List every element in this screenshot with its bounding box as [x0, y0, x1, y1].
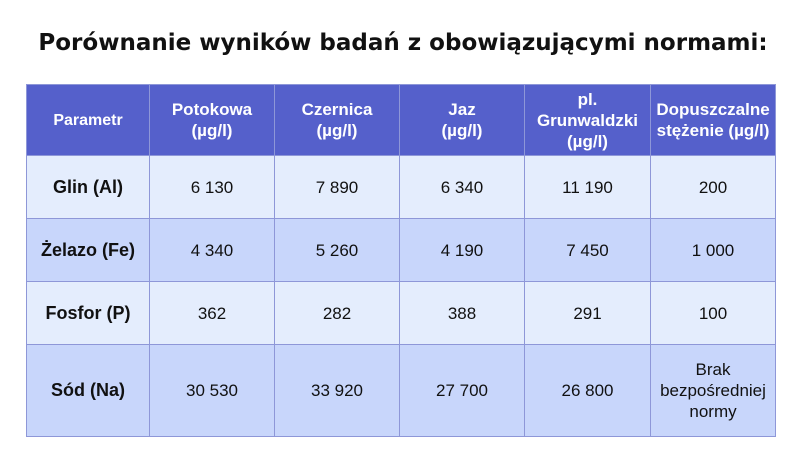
table-cell: 200 [650, 155, 776, 219]
header-pl-grunwaldzki: pl. Grunwaldzki (µg/l) [524, 84, 651, 156]
table-cell: 4 190 [399, 218, 525, 282]
table-cell: 27 700 [399, 344, 525, 437]
header-parametr: Parametr [26, 84, 150, 156]
table-header-row: Parametr Potokowa (µg/l) Czernica (µg/l)… [26, 84, 776, 156]
table-cell: 7 890 [274, 155, 400, 219]
row-parameter-cell: Sód (Na) [26, 344, 150, 437]
table-cell: 30 530 [149, 344, 275, 437]
table-cell: Brak bezpośredniej normy [650, 344, 776, 437]
table-cell: 7 450 [524, 218, 651, 282]
table-cell: 1 000 [650, 218, 776, 282]
table-cell: 388 [399, 281, 525, 345]
table-cell: 5 260 [274, 218, 400, 282]
table-cell: 33 920 [274, 344, 400, 437]
header-czernica: Czernica (µg/l) [274, 84, 400, 156]
table-cell: 11 190 [524, 155, 651, 219]
page-title: Porównanie wyników badań z obowiązującym… [38, 30, 768, 56]
row-parameter-cell: Fosfor (P) [26, 281, 150, 345]
header-potokowa: Potokowa (µg/l) [149, 84, 275, 156]
table-cell: 6 340 [399, 155, 525, 219]
table-cell: 100 [650, 281, 776, 345]
row-parameter-cell: Żelazo (Fe) [26, 218, 150, 282]
table-cell: 4 340 [149, 218, 275, 282]
table-row: Fosfor (P) 362 282 388 291 100 [26, 281, 776, 345]
table-cell: 362 [149, 281, 275, 345]
table-cell: 6 130 [149, 155, 275, 219]
comparison-table: Parametr Potokowa (µg/l) Czernica (µg/l)… [26, 84, 776, 437]
header-dopuszczalne-stezenie: Dopuszczalne stężenie (µg/l) [650, 84, 776, 156]
table-row: Żelazo (Fe) 4 340 5 260 4 190 7 450 1 00… [26, 218, 776, 282]
table-cell: 282 [274, 281, 400, 345]
table-row: Glin (Al) 6 130 7 890 6 340 11 190 200 [26, 155, 776, 219]
table-row: Sód (Na) 30 530 33 920 27 700 26 800 Bra… [26, 344, 776, 437]
row-parameter-cell: Glin (Al) [26, 155, 150, 219]
header-jaz: Jaz (µg/l) [399, 84, 525, 156]
table-cell: 291 [524, 281, 651, 345]
table-cell: 26 800 [524, 344, 651, 437]
